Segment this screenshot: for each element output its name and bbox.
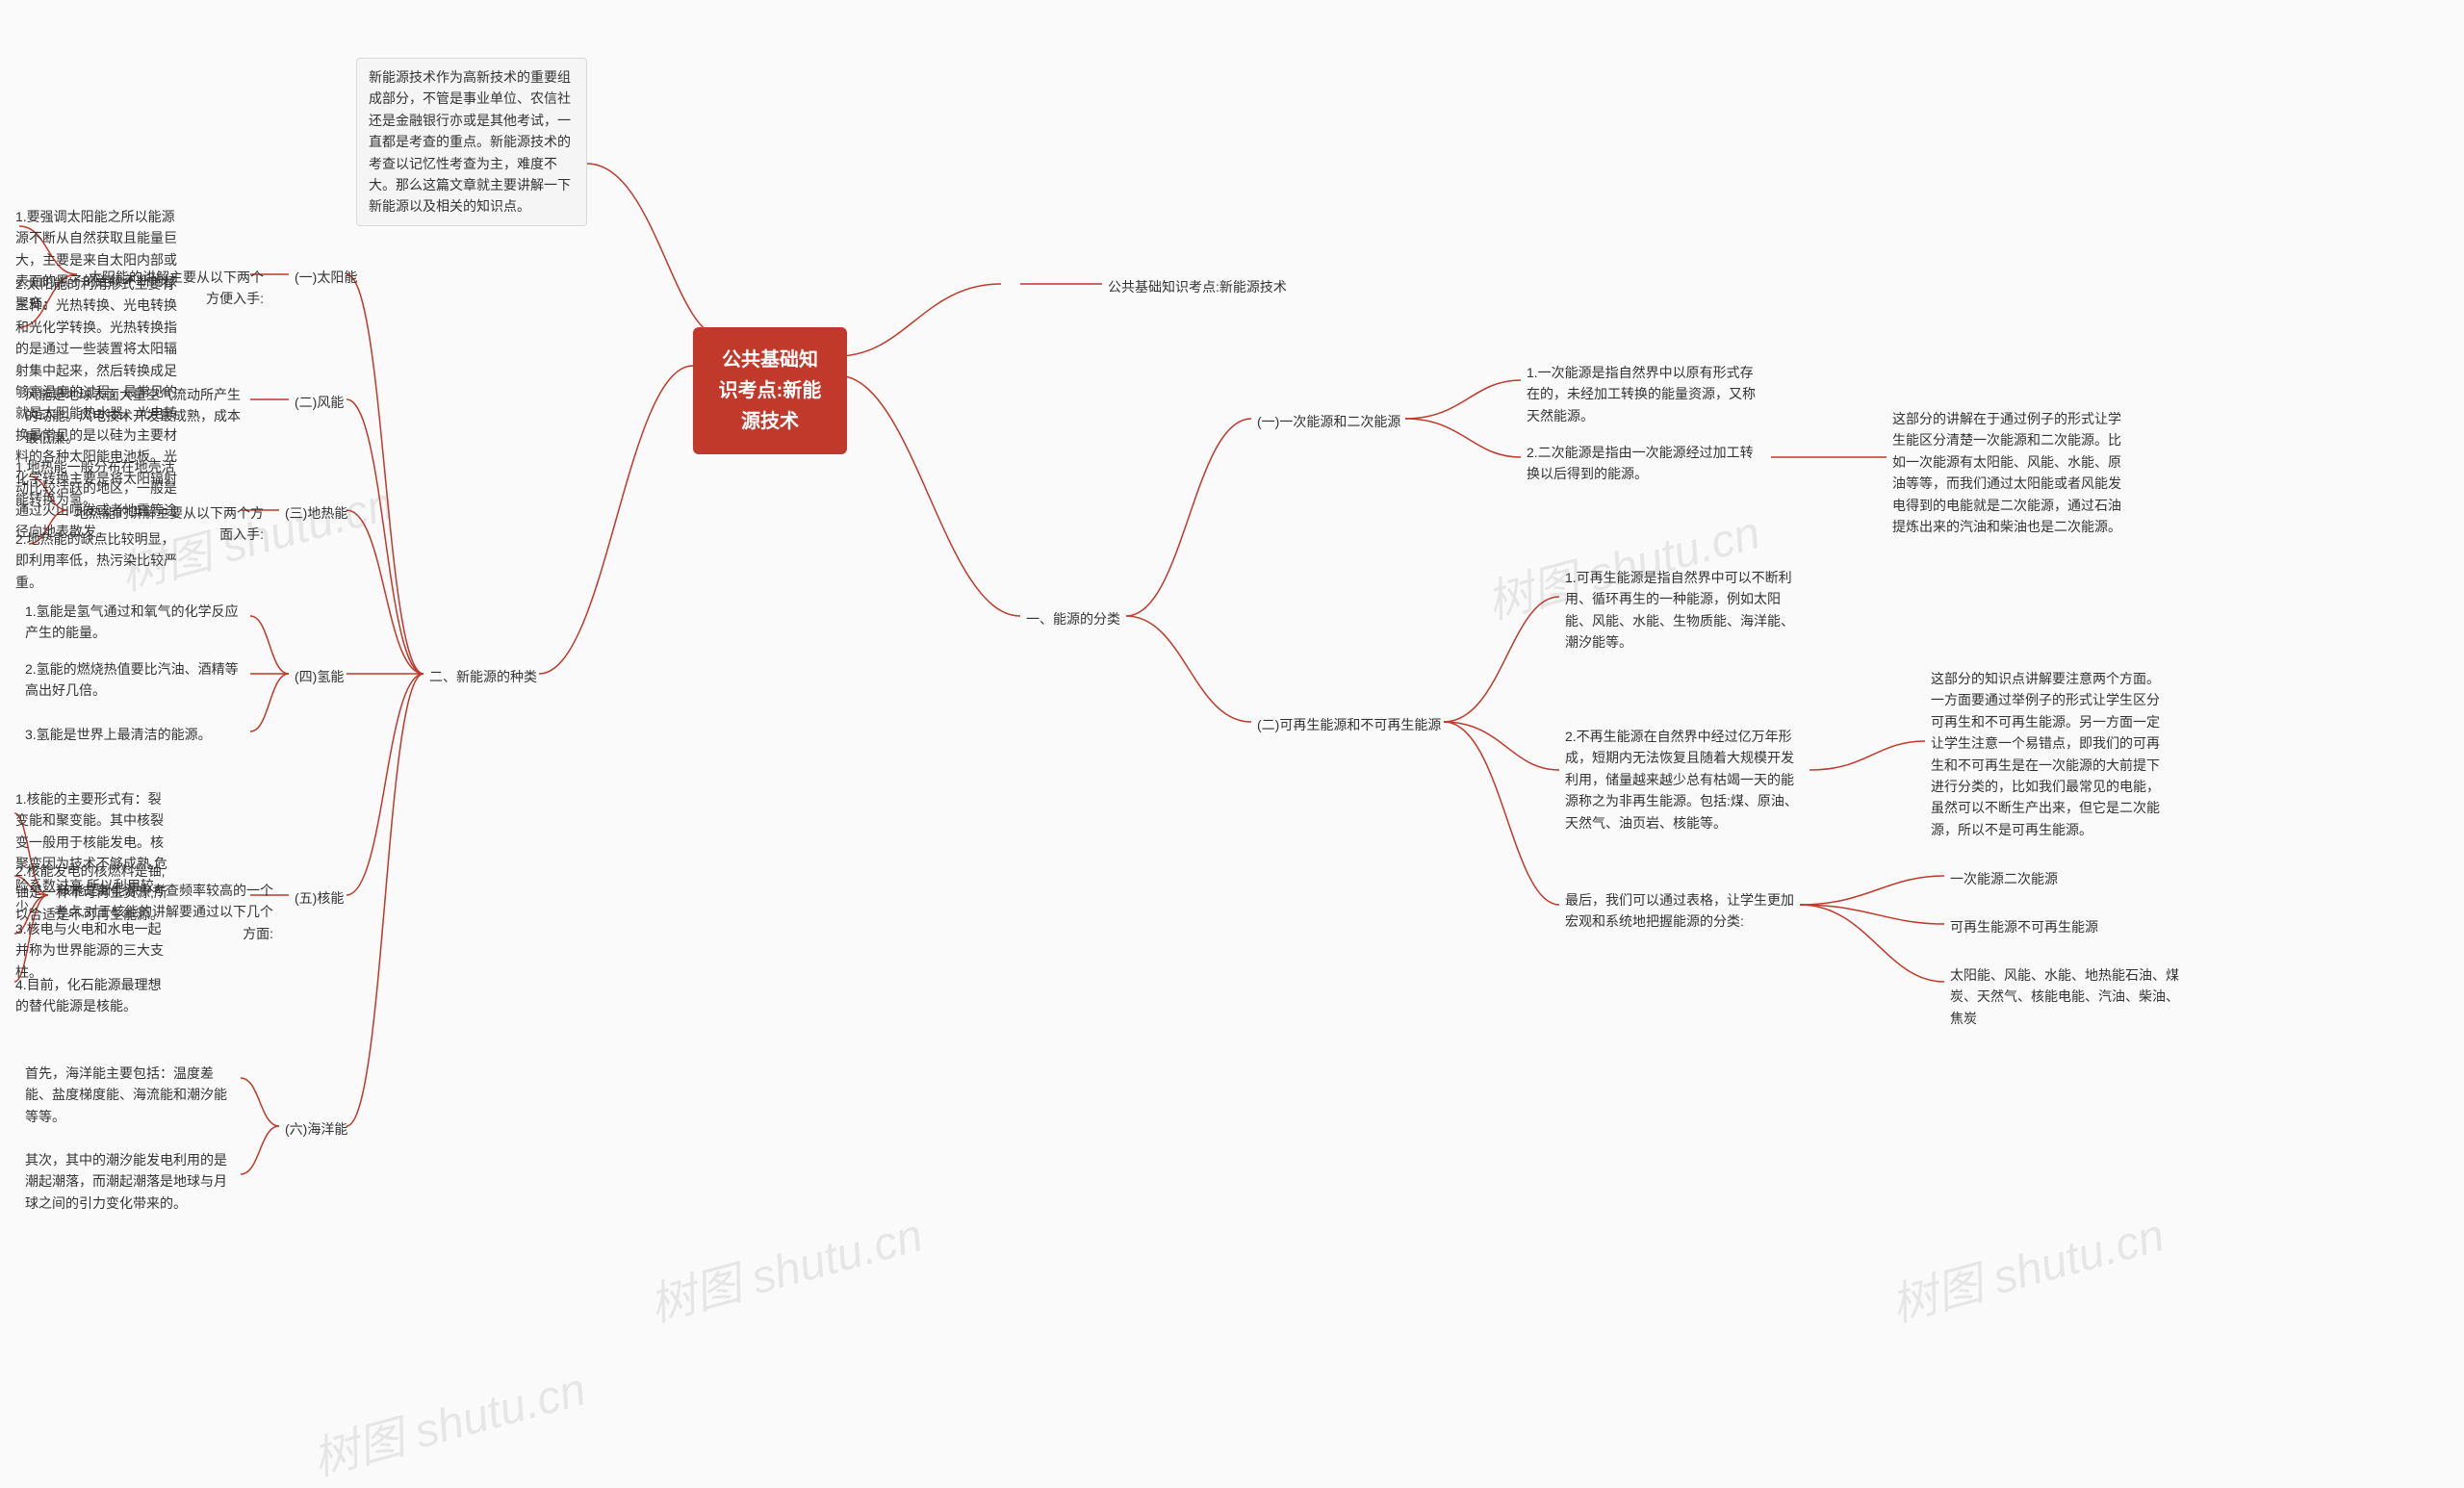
intro-node: 新能源技术作为高新技术的重要组成部分，不管是事业单位、农信社还是金融银行亦或是其… — [356, 58, 587, 226]
secondary-energy-def: 2.二次能源是指由一次能源经过加工转换以后得到的能源。 — [1521, 438, 1771, 489]
section-new-energy-types: 二、新能源的种类 — [424, 662, 543, 691]
primary-secondary-note: 这部分的讲解在于通过例子的形式让学生能区分清楚一次能源和二次能源。比如一次能源有… — [1886, 404, 2137, 541]
geothermal-p2: 2.地热能的缺点比较明显，即利用率低，热污染比较严重。 — [10, 525, 188, 597]
ocean-title: (六)海洋能 — [279, 1115, 353, 1143]
topic-repeat: 公共基础知识考点:新能源技术 — [1102, 272, 1293, 301]
watermark: 树图 shutu.cn — [641, 1197, 929, 1335]
ocean-p1: 首先，海洋能主要包括：温度差能、盐度梯度能、海流能和潮汐能等等。 — [19, 1059, 241, 1131]
root-node: 公共基础知识考点:新能源技术 — [693, 327, 847, 454]
summary-lead: 最后，我们可以通过表格，让学生更加宏观和系统地把握能源的分类: — [1559, 885, 1810, 936]
renewable-def: 1.可再生能源是指自然界中可以不断利用、循环再生的一种能源，例如太阳能、风能、水… — [1559, 563, 1810, 657]
nonrenewable-def: 2.不再生能源在自然界中经过亿万年形成，短期内无法恢复且随着大规模开发利用，储量… — [1559, 722, 1810, 837]
hydrogen-p3: 3.氢能是世界上最清洁的能源。 — [19, 720, 250, 749]
hydrogen-title: (四)氢能 — [289, 662, 349, 691]
table-row-3: 太阳能、风能、水能、地热能石油、煤炭、天然气、核能电能、汽油、柴油、焦炭 — [1944, 961, 2194, 1033]
primary-energy-def: 1.一次能源是指自然界中以原有形式存在的，未经加工转换的能量资源，又称天然能源。 — [1521, 358, 1771, 430]
sub-renewable: (二)可再生能源和不可再生能源 — [1251, 710, 1447, 739]
hydrogen-p1: 1.氢能是氢气通过和氧气的化学反应产生的能量。 — [19, 597, 250, 648]
renewable-note: 这部分的知识点讲解要注意两个方面。一方面要通过举例子的形式让学生区分可再生和不可… — [1925, 664, 2175, 844]
watermark: 树图 shutu.cn — [304, 1351, 592, 1488]
ocean-p2: 其次，其中的潮汐能发电利用的是潮起潮落，而潮起潮落是地球与月球之间的引力变化带来… — [19, 1145, 241, 1218]
wind-p1: 风能是地球表面大量空气流动所产生的动能。风电技术开发最成熟，成本最低廉。 — [19, 380, 250, 452]
wind-title: (二)风能 — [289, 388, 349, 417]
sub-primary-secondary: (一)一次能源和二次能源 — [1251, 407, 1406, 436]
nuclear-p4: 4.目前，化石能源最理想的替代能源是核能。 — [10, 970, 178, 1021]
hydrogen-p2: 2.氢能的燃烧热值要比汽油、酒精等高出好几倍。 — [19, 654, 250, 706]
geothermal-title: (三)地热能 — [279, 499, 353, 527]
table-row-2: 可再生能源不可再生能源 — [1944, 912, 2104, 941]
table-row-1: 一次能源二次能源 — [1944, 864, 2064, 893]
watermark: 树图 shutu.cn — [1883, 1197, 2170, 1335]
section-energy-classification: 一、能源的分类 — [1020, 604, 1126, 633]
solar-title: (一)太阳能 — [289, 263, 363, 292]
nuclear-title: (五)核能 — [289, 884, 349, 912]
